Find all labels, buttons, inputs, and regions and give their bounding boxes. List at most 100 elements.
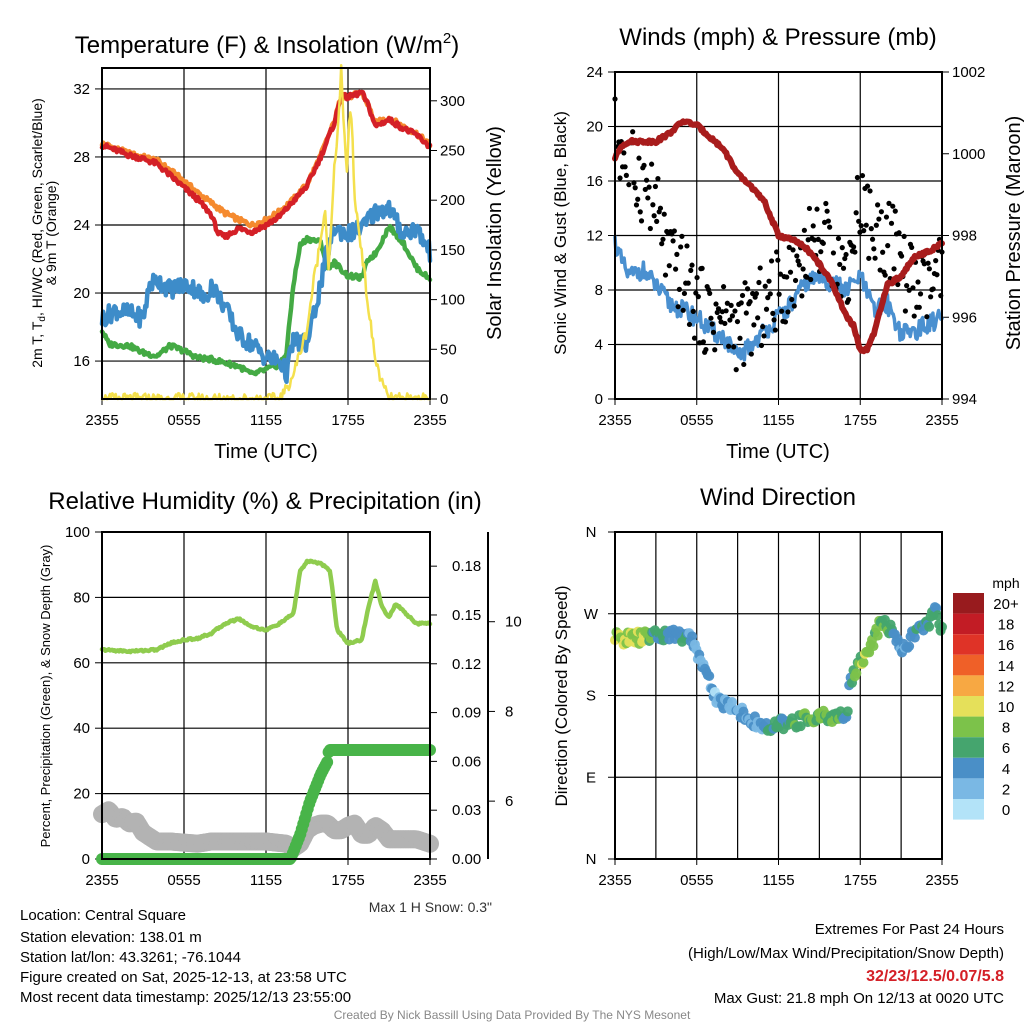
gust-point xyxy=(898,253,905,259)
y2-tick-label: 0.00 xyxy=(452,851,481,868)
direction-point xyxy=(909,632,920,643)
gust-point xyxy=(852,249,858,255)
gust-point xyxy=(818,249,824,255)
gust-point xyxy=(873,222,879,228)
series-station-pressure xyxy=(612,118,945,355)
gust-point xyxy=(760,324,766,330)
gust-point xyxy=(925,260,931,266)
gust-point xyxy=(728,302,734,309)
gust-point xyxy=(934,272,940,278)
gust-point xyxy=(827,224,833,230)
y2-tick-label: 0.03 xyxy=(452,802,481,819)
y2-axis-label: Station Pressure (Maroon) xyxy=(1003,116,1024,351)
x-tick-label: 1155 xyxy=(762,412,794,429)
wind-direction-panel-title: Wind Direction xyxy=(700,484,856,511)
gust-point xyxy=(863,222,869,228)
gust-point xyxy=(733,367,739,373)
y-tick-label: S xyxy=(586,688,596,705)
gust-point xyxy=(679,233,685,239)
y2-tick-label: 1000 xyxy=(952,146,985,163)
plot-frame xyxy=(614,531,943,860)
legend-swatch xyxy=(953,613,984,635)
gust-point xyxy=(895,281,901,288)
y-tick-label: 8 xyxy=(595,282,603,299)
gust-point xyxy=(820,240,826,246)
gust-point xyxy=(766,278,772,284)
legend-label: 6 xyxy=(1002,740,1010,757)
gust-point xyxy=(686,321,693,328)
y2-tick-label: 100 xyxy=(440,292,465,309)
gust-point xyxy=(777,271,783,277)
gust-point xyxy=(761,333,767,339)
gust-point xyxy=(861,228,867,234)
gust-point xyxy=(709,321,715,327)
y-tick-label: 80 xyxy=(73,589,90,606)
legend-label: 12 xyxy=(998,678,1015,695)
y2-tick-label: 0.12 xyxy=(452,656,481,673)
gust-point xyxy=(843,251,849,258)
x-tick-label: 2355 xyxy=(598,412,631,429)
gust-point xyxy=(623,172,629,178)
x-tick-label: 1755 xyxy=(331,872,364,889)
series-td xyxy=(99,223,433,377)
legend-swatch xyxy=(953,593,984,614)
gust-point xyxy=(630,129,636,135)
legend-label: 0 xyxy=(1002,802,1010,819)
gust-point xyxy=(869,236,876,242)
temperature-plot: 2355 0555 1155 1755 2355 16 20 24 28 32 0 50 100 150 2… xyxy=(73,63,465,429)
gust-point xyxy=(796,262,802,268)
gust-point xyxy=(747,299,753,305)
direction-point xyxy=(842,706,853,717)
gust-point xyxy=(650,202,656,208)
gust-point xyxy=(775,257,781,263)
x-tick-label: 2355 xyxy=(85,872,118,889)
gust-point xyxy=(631,180,637,186)
gust-point xyxy=(864,183,871,189)
plot-frame xyxy=(614,71,943,400)
gust-point xyxy=(748,351,754,357)
y-tick-label: N xyxy=(586,524,597,541)
gust-point xyxy=(762,283,768,289)
station-info: Location: Central Square Station elevati… xyxy=(20,907,351,1006)
winds-panel-title: Winds (mph) & Pressure (mb) xyxy=(619,24,936,51)
x-axis-label: Time (UTC) xyxy=(214,441,318,463)
gust-point xyxy=(896,230,902,236)
y-tick-label: N xyxy=(586,851,597,868)
gust-point xyxy=(837,261,843,268)
legend-swatch xyxy=(953,696,984,717)
gust-point xyxy=(654,218,660,224)
y-tick-label: 4 xyxy=(595,337,603,354)
gust-point xyxy=(776,291,782,297)
gust-point xyxy=(731,344,737,350)
gust-point xyxy=(621,150,627,156)
gust-point xyxy=(763,306,770,312)
gust-point xyxy=(633,202,640,208)
gust-point xyxy=(635,196,641,202)
gust-point xyxy=(892,208,898,214)
gust-point xyxy=(770,310,776,316)
gust-point xyxy=(699,265,705,271)
gust-point xyxy=(646,184,652,190)
gust-point xyxy=(681,290,688,297)
gust-point xyxy=(910,285,916,291)
direction-point xyxy=(904,641,915,652)
legend-label: 8 xyxy=(1002,720,1010,737)
y-tick-label: 0 xyxy=(595,391,603,408)
y-tick-label: 16 xyxy=(586,173,603,190)
gust-point xyxy=(647,225,653,232)
gust-point xyxy=(670,238,676,244)
gust-point xyxy=(645,195,651,201)
gust-point xyxy=(866,255,872,261)
y-tick-label: 16 xyxy=(73,353,90,370)
y2-tick-label: 998 xyxy=(952,228,977,245)
gust-point xyxy=(794,253,800,259)
gust-point xyxy=(851,244,857,250)
humidity-plot: 2355 0555 1155 1755 2355 0 20 40 60 80 100 0.00 0.03… xyxy=(65,524,522,889)
gust-point xyxy=(790,247,796,253)
gust-point xyxy=(732,308,738,314)
gust-point xyxy=(738,300,744,306)
location-text: Location: Central Square xyxy=(20,907,186,924)
y-axis-label: Sonic Wind & Gust (Blue, Black) xyxy=(551,111,570,355)
